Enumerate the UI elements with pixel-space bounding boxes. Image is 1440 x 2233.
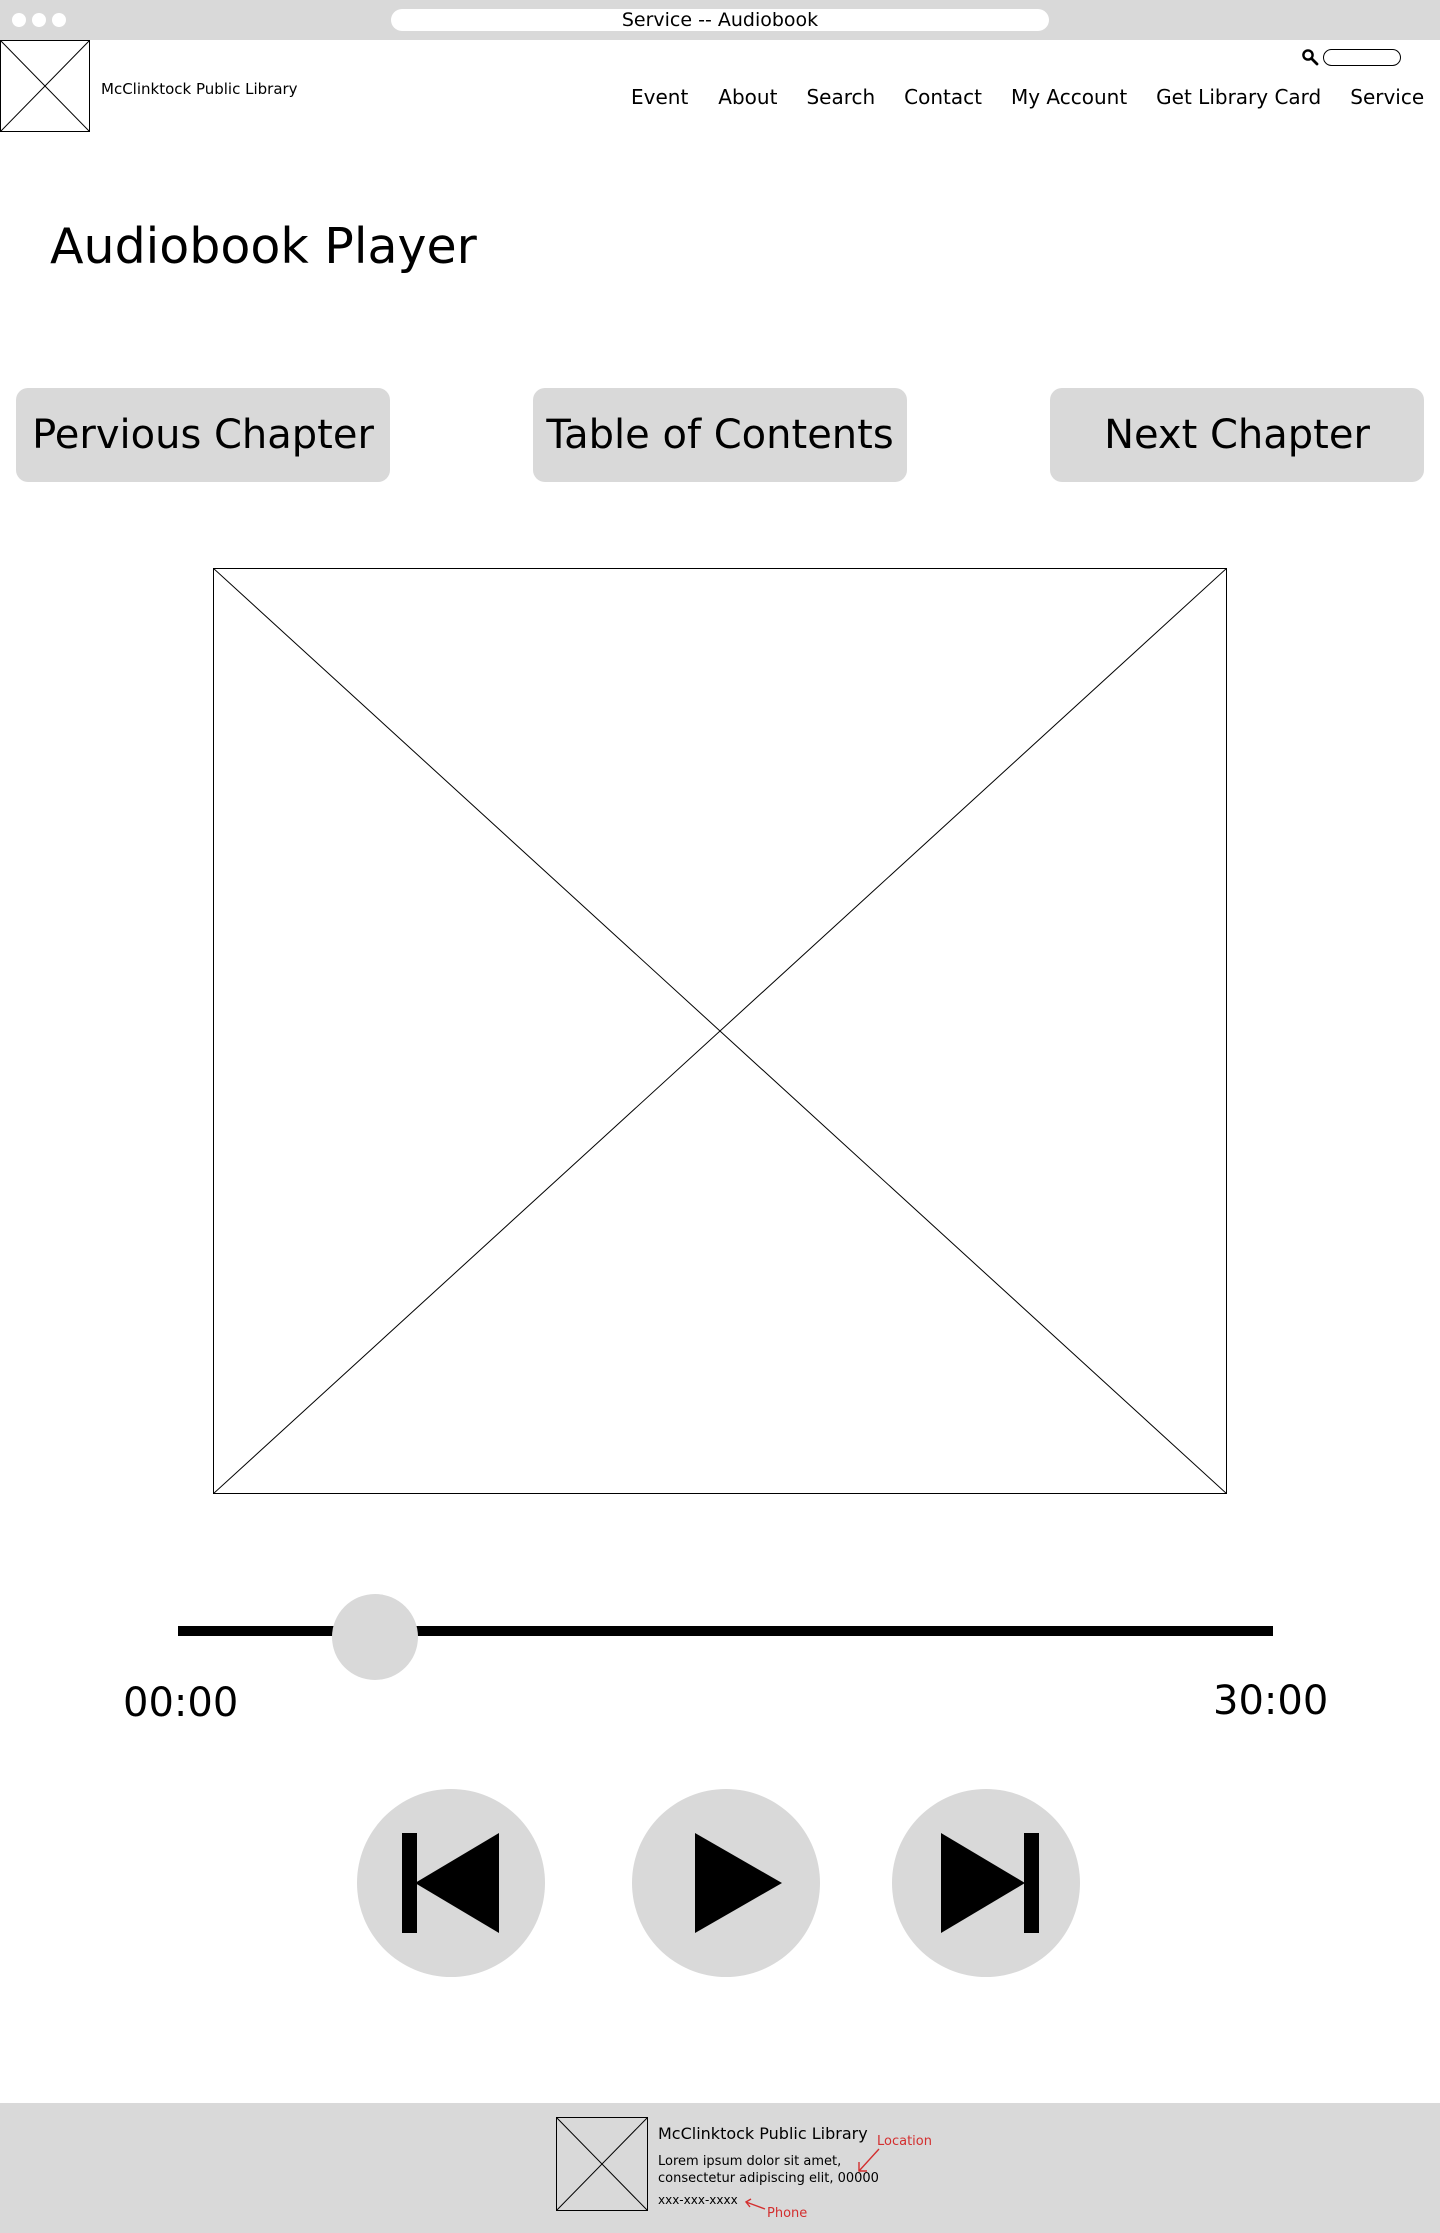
- progress-slider-track[interactable]: [178, 1626, 1273, 1636]
- main-nav: Event About Search Contact My Account Ge…: [631, 85, 1424, 109]
- footer-phone: xxx-xxx-xxxx: [658, 2193, 738, 2207]
- nav-item-service[interactable]: Service: [1350, 85, 1425, 109]
- total-time: 30:00: [1213, 1678, 1329, 1724]
- footer: [0, 2103, 1440, 2233]
- nav-item-contact[interactable]: Contact: [904, 85, 982, 109]
- phone-annotation: Phone: [767, 2206, 808, 2221]
- nav-item-event[interactable]: Event: [631, 85, 689, 109]
- window-maximize-dot[interactable]: [52, 13, 66, 27]
- page-title: Audiobook Player: [50, 218, 477, 275]
- search-icon[interactable]: [1301, 48, 1319, 66]
- skip-next-icon: [941, 1833, 1039, 1933]
- play-icon: [695, 1833, 782, 1933]
- nav-item-my-account[interactable]: My Account: [1010, 85, 1128, 109]
- current-time: 00:00: [123, 1680, 239, 1726]
- footer-logo-placeholder: [556, 2117, 648, 2211]
- skip-next-button[interactable]: [892, 1789, 1080, 1977]
- footer-address: Lorem ipsum dolor sit amet, consectetur …: [658, 2154, 879, 2186]
- nav-item-search[interactable]: Search: [806, 85, 876, 109]
- location-annotation: Location: [877, 2134, 932, 2149]
- library-logo-placeholder[interactable]: [0, 40, 90, 132]
- nav-item-about[interactable]: About: [718, 85, 778, 109]
- footer-site-name: McClinktock Public Library: [658, 2124, 868, 2143]
- play-button[interactable]: [632, 1789, 820, 1977]
- audiobook-cover-placeholder: [213, 568, 1227, 1494]
- site-name: McClinktock Public Library: [101, 80, 298, 98]
- phone-annotation-arrow-icon: [744, 2198, 766, 2210]
- location-annotation-arrow-icon: [858, 2148, 880, 2172]
- window-title: Service -- Audiobook: [391, 9, 1049, 31]
- skip-previous-icon: [402, 1833, 499, 1933]
- table-of-contents-button[interactable]: Table of Contents: [533, 388, 907, 482]
- progress-slider-thumb[interactable]: [332, 1594, 419, 1680]
- window-minimize-dot[interactable]: [32, 13, 46, 27]
- nav-item-get-library-card[interactable]: Get Library Card: [1156, 85, 1322, 109]
- next-chapter-button[interactable]: Next Chapter: [1050, 388, 1424, 482]
- search-input[interactable]: [1323, 49, 1401, 66]
- previous-chapter-button[interactable]: Pervious Chapter: [16, 388, 390, 482]
- window-close-dot[interactable]: [12, 13, 26, 27]
- skip-previous-button[interactable]: [357, 1789, 545, 1977]
